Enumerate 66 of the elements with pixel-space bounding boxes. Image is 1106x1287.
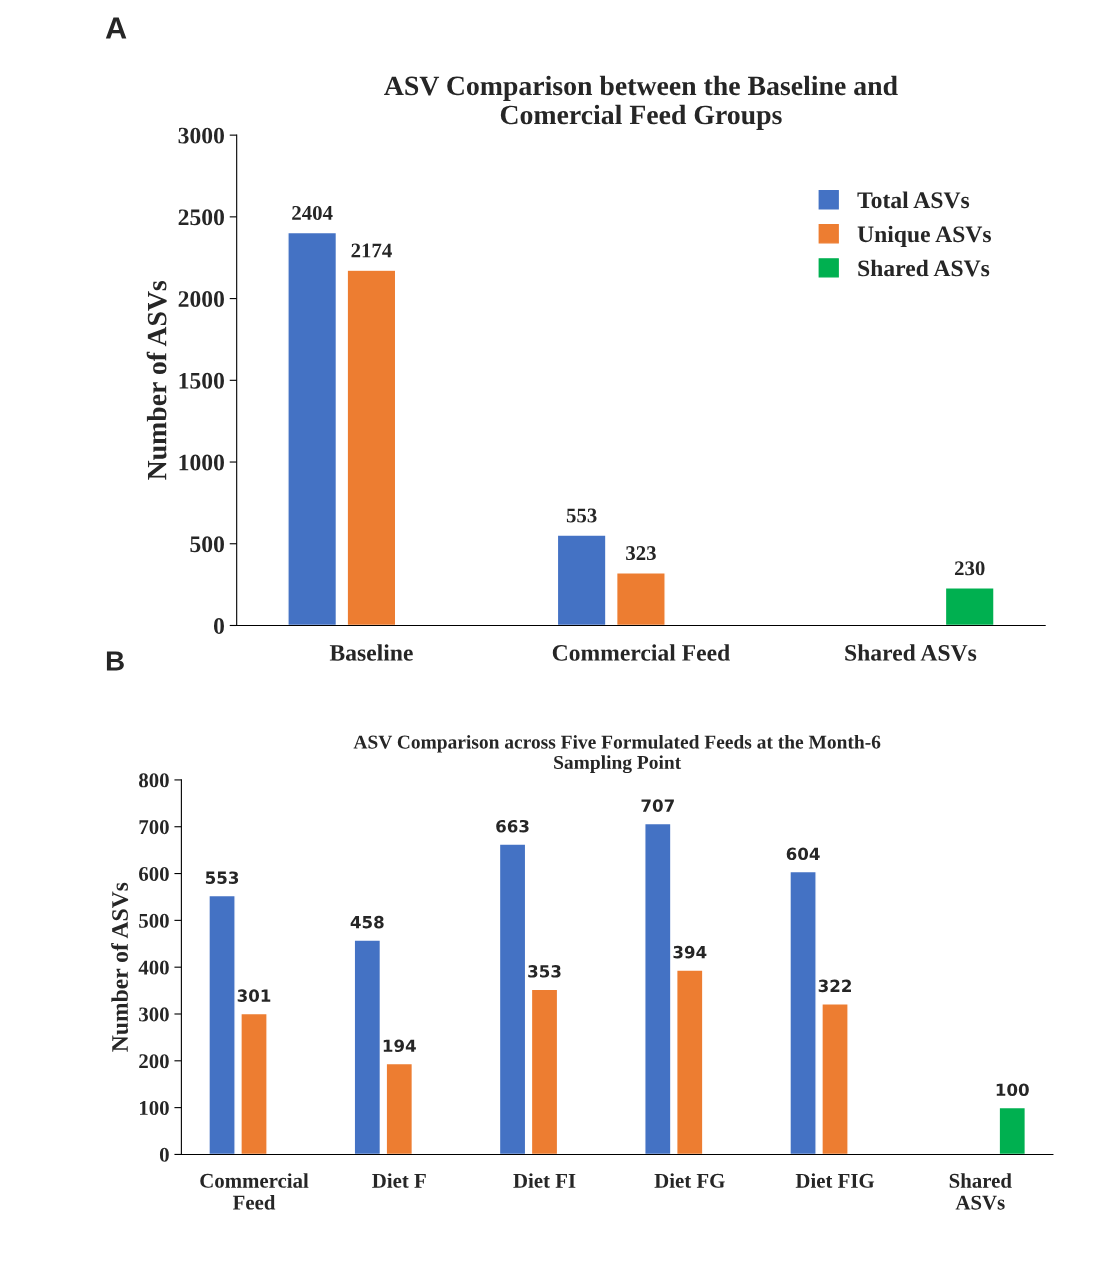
bar: [353, 939, 382, 1155]
text: B: [106, 651, 124, 671]
x-tick-label: Diet FIG: [795, 1173, 875, 1188]
data-label: 2404: [292, 205, 333, 220]
legend-label: Total ASVs: [857, 191, 970, 209]
bar: [240, 1012, 268, 1155]
data-label: 553: [566, 508, 597, 523]
y-tick-label: 800: [139, 773, 169, 788]
y-axis-title: Number of ASVs: [146, 280, 167, 480]
y-tick-label: 500: [190, 536, 224, 553]
y-tick-label: 0: [159, 1147, 169, 1162]
data-label: 2174: [351, 243, 392, 258]
bar: [821, 1003, 849, 1155]
x-tick-label: Diet FI: [513, 1173, 576, 1188]
data-label: 707: [641, 799, 674, 812]
y-tick-label: 200: [139, 1054, 169, 1069]
bar: [346, 269, 397, 626]
x-tick-label: Diet F: [372, 1173, 426, 1188]
x-tick-label: Shared ASVs: [949, 1173, 1012, 1210]
x-tick-label: Shared ASVs: [845, 644, 977, 661]
data-label: 194: [383, 1039, 416, 1053]
data-label: 100: [996, 1083, 1029, 1097]
text: A: [105, 17, 127, 39]
bar: [385, 1062, 414, 1155]
legend-label: Shared ASVs: [858, 259, 990, 277]
bar: [208, 894, 236, 1155]
y-tick-label: 2000: [178, 291, 224, 308]
bar: [789, 870, 817, 1155]
y-tick-label: 100: [140, 1101, 169, 1116]
bar: [644, 822, 672, 1155]
y-tick-label: 2500: [178, 209, 224, 226]
x-tick-label: Commercial Feed: [200, 1173, 309, 1210]
bar: [676, 969, 704, 1155]
data-label: 458: [350, 915, 384, 929]
y-tick-label: 400: [138, 960, 169, 975]
bar: [998, 1106, 1027, 1155]
chart-title: ASV Comparison between the Baseline and Comercial Feed Groups: [384, 75, 898, 130]
bar: [530, 988, 559, 1155]
data-label: 301: [237, 989, 271, 1002]
data-label: 323: [626, 546, 656, 561]
x-tick-label: Diet FG: [654, 1173, 725, 1188]
y-tick-label: 1500: [179, 372, 224, 389]
y-tick-label: 600: [139, 866, 169, 881]
y-tick-label: 1000: [179, 454, 224, 471]
data-label: 663: [496, 819, 529, 833]
bar: [556, 534, 607, 626]
bar: [287, 231, 338, 626]
legend-label: Unique ASVs: [857, 225, 991, 248]
x-tick-label: Commercial Feed: [552, 644, 730, 661]
data-label: 604: [786, 847, 820, 861]
y-tick-label: 3000: [178, 127, 224, 144]
y-tick-label: 0: [213, 617, 224, 634]
y-tick-label: 500: [139, 913, 169, 928]
y-tick-label: 700: [139, 820, 169, 835]
bar: [498, 843, 527, 1155]
data-label: 394: [673, 945, 707, 959]
bar: [944, 587, 995, 626]
y-axis-title: Number of ASVs: [111, 882, 129, 1052]
chart-title: ASV Comparison across Five Formulated Feeds at the Month-6 Sampling Point: [353, 734, 881, 774]
data-label: 230: [954, 561, 985, 576]
data-label: 553: [205, 871, 239, 884]
y-tick-label: 300: [139, 1007, 169, 1022]
data-label: 353: [528, 965, 561, 978]
x-tick-label: Baseline: [329, 644, 413, 661]
bar: [615, 571, 666, 626]
data-label: 322: [818, 979, 851, 993]
